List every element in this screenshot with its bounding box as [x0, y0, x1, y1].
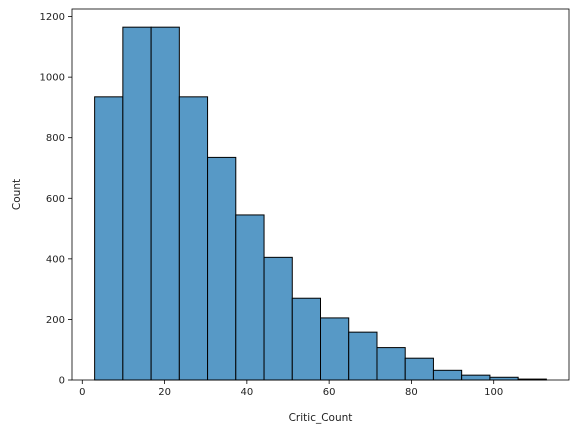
- histogram-bar: [348, 331, 378, 381]
- x-tick-label: 20: [158, 387, 171, 398]
- plot-frame: [71, 8, 570, 381]
- x-tick-label: 60: [323, 387, 336, 398]
- histogram-bar: [432, 369, 463, 381]
- x-tick-label: 100: [484, 387, 503, 398]
- histogram-bar: [263, 256, 293, 381]
- y-tick-label: 400: [46, 254, 65, 265]
- histogram-bar: [150, 26, 180, 381]
- y-axis-label: Count: [11, 179, 23, 210]
- x-tick-label: 80: [405, 387, 418, 398]
- histogram-bar: [404, 357, 434, 381]
- x-tick-label: 0: [79, 387, 85, 398]
- y-tick-label: 1000: [40, 73, 65, 84]
- histogram-bar: [178, 96, 209, 381]
- y-tick-label: 600: [46, 194, 65, 205]
- histogram-bar: [489, 376, 519, 381]
- histogram-bar: [94, 96, 124, 381]
- histogram-bar: [461, 374, 491, 381]
- histogram-bars: [94, 26, 547, 381]
- histogram-bar: [291, 297, 322, 381]
- histogram-bar: [207, 156, 237, 381]
- histogram-bar: [235, 214, 265, 381]
- histogram-bar: [376, 347, 406, 381]
- histogram-bar: [320, 317, 350, 381]
- y-axis-ticks: 0 200 400 600 800 1000 1200: [40, 12, 72, 387]
- histogram-bar: [122, 26, 152, 381]
- y-tick-label: 200: [46, 315, 65, 326]
- y-tick-label: 800: [46, 133, 65, 144]
- x-axis-ticks: 0 20 40 60 80 100: [79, 380, 503, 398]
- y-tick-label: 0: [59, 376, 65, 387]
- x-axis-label: Critic_Count: [289, 412, 353, 424]
- x-tick-label: 40: [240, 387, 253, 398]
- y-tick-label: 1200: [40, 12, 65, 23]
